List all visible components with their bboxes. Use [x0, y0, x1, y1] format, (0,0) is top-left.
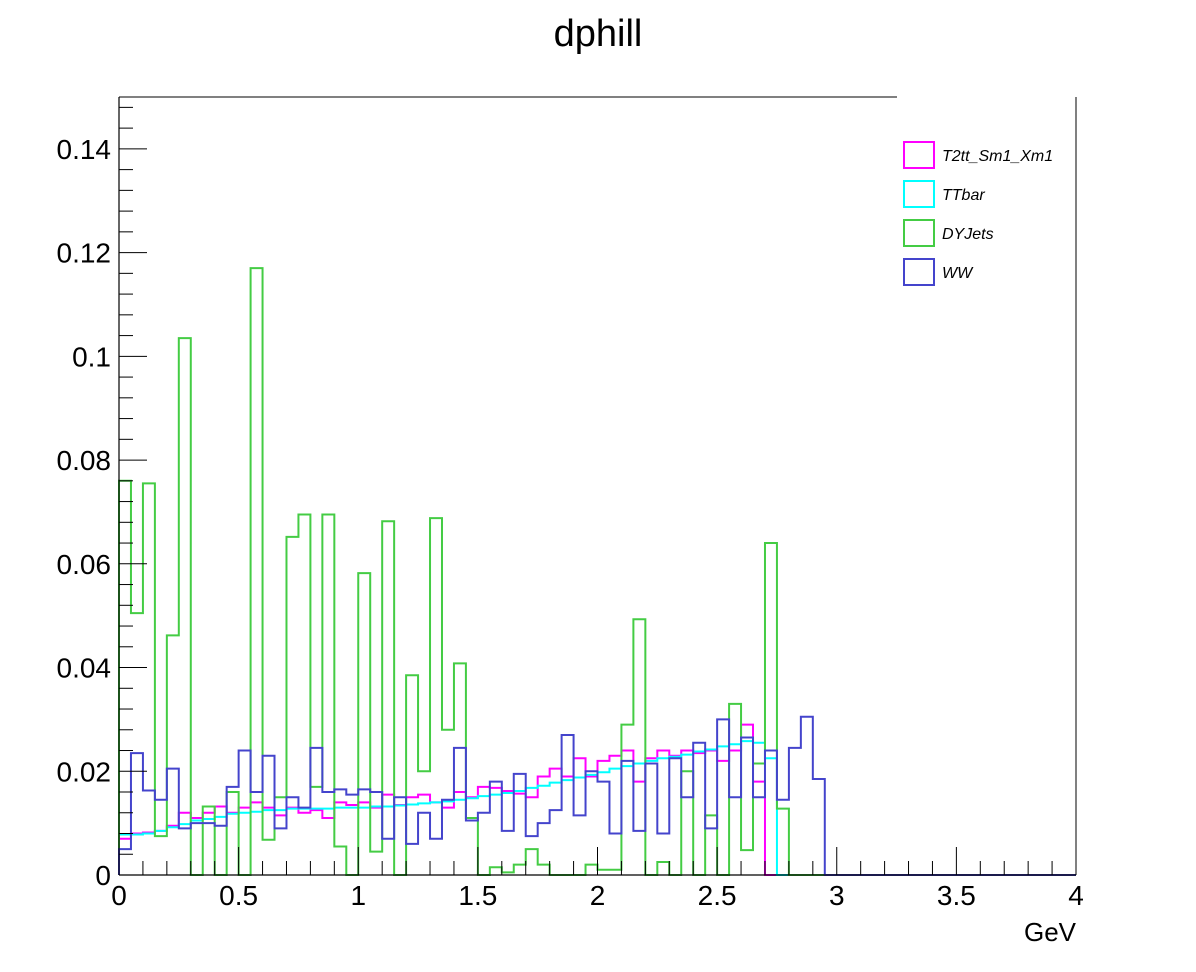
legend-label: WW — [942, 265, 974, 282]
x-tick-label: 1 — [350, 880, 366, 911]
series-ww — [118, 715, 1076, 876]
series-layer — [118, 267, 1076, 876]
x-tick-label: 4 — [1068, 880, 1084, 911]
legend-swatch — [903, 180, 935, 208]
y-tick-label: 0.08 — [57, 445, 112, 476]
y-tick-label: 0.02 — [57, 756, 112, 787]
x-tick-label: 3.5 — [937, 880, 976, 911]
axes: 0 0.02 0.04 0.06 0.08 0.1 0.12 0.14 0 0.5 1 1.5 2 2.5… — [57, 97, 1084, 911]
x-tick-label: 0 — [111, 880, 127, 911]
y-tick-label: 0.14 — [57, 134, 112, 165]
y-tick-label: 0.12 — [57, 238, 112, 269]
x-tick-label: 0.5 — [219, 880, 258, 911]
legend-label: T2tt_Sm1_Xm1 — [942, 148, 1053, 165]
y-tick-label: 0.06 — [57, 549, 112, 580]
legend-label: TTbar — [942, 187, 985, 204]
legend-label: DYJets — [942, 226, 994, 243]
legend: T2tt_Sm1_Xm1 TTbar DYJets WW — [903, 141, 1053, 286]
y-tick-label: 0 — [95, 860, 111, 891]
x-tick-label: 3 — [829, 880, 845, 911]
legend-swatch — [903, 141, 935, 169]
x-tick-label: 2.5 — [698, 880, 737, 911]
x-tick-label: 1.5 — [458, 880, 497, 911]
legend-swatch — [903, 258, 935, 286]
legend-swatch — [903, 219, 935, 247]
plot-frame — [119, 96, 1077, 875]
y-tick-label: 0.1 — [72, 341, 111, 372]
x-axis-label: GeV — [1024, 917, 1077, 947]
chart-title: dphill — [554, 13, 643, 55]
x-tick-label: 2 — [590, 880, 606, 911]
y-tick-label: 0.04 — [57, 653, 112, 684]
